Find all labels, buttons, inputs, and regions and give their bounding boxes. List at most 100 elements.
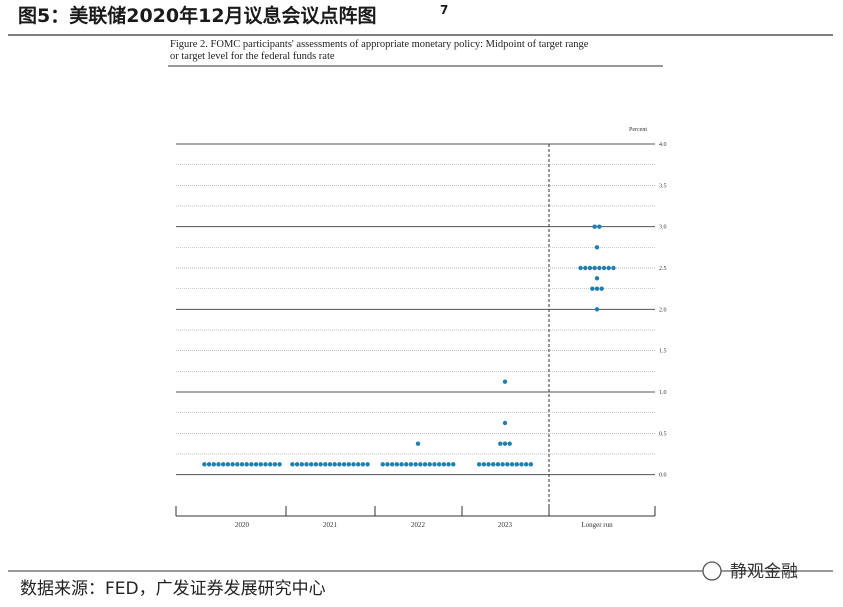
- dot: [225, 462, 231, 467]
- y-tick-label: 1.0: [659, 390, 667, 396]
- dot: [309, 462, 314, 467]
- dot: [451, 462, 456, 467]
- dot: [360, 462, 366, 467]
- figure-title: 图5：美联储2020年12月议息会议点阵图: [18, 4, 377, 27]
- caption: or target level for the federal funds ra…: [170, 51, 335, 62]
- dot: [341, 462, 347, 467]
- dot: [404, 462, 409, 467]
- dot: [263, 462, 268, 467]
- dot: [432, 462, 437, 467]
- dot: [206, 462, 212, 467]
- caption: Figure 2. FOMC participants' assessments…: [170, 39, 589, 50]
- dot: [351, 462, 356, 467]
- footnote-mark: 7: [440, 3, 448, 17]
- dot: [502, 379, 508, 384]
- dot: [590, 286, 595, 291]
- y-tick-label: 3.5: [659, 183, 667, 189]
- dot: [415, 441, 421, 446]
- dot: [249, 462, 254, 467]
- dot: [578, 265, 583, 271]
- dot: [258, 462, 263, 467]
- dot: [380, 462, 385, 467]
- dot: [394, 462, 400, 467]
- watermark: 静观金融: [730, 562, 798, 582]
- dot: [253, 462, 259, 467]
- dot: [365, 462, 370, 467]
- dot: [356, 462, 361, 467]
- dot: [313, 462, 319, 467]
- dot: [528, 462, 534, 467]
- x-tick-label: 2021: [323, 521, 338, 529]
- dot: [230, 462, 235, 467]
- y-tick-label: 2.5: [659, 266, 667, 272]
- dot: [202, 462, 207, 467]
- dot: [436, 462, 442, 467]
- dot: [476, 462, 482, 467]
- dot: [592, 265, 597, 271]
- dot: [592, 224, 597, 229]
- dot: [597, 224, 602, 229]
- dot: [408, 462, 414, 467]
- dot: [427, 462, 432, 467]
- dot: [299, 462, 304, 467]
- y-tick-label: 2.0: [659, 307, 667, 313]
- x-tick-label: Longer run: [581, 521, 613, 529]
- dot: [481, 462, 487, 467]
- wechat-icon: [702, 561, 722, 581]
- dot: [594, 276, 600, 281]
- dot: [594, 286, 600, 291]
- dot: [606, 265, 611, 271]
- dot: [418, 462, 423, 467]
- dot: [505, 462, 510, 467]
- dot: [413, 462, 418, 467]
- y-tick-label: 4.0: [659, 142, 667, 148]
- dot: [327, 462, 333, 467]
- x-tick-label: 2022: [411, 521, 426, 529]
- dot: [239, 462, 245, 467]
- dot: [599, 286, 604, 291]
- dot: [235, 462, 240, 467]
- dot: [337, 462, 342, 467]
- y-tick-label: 3.0: [659, 225, 667, 231]
- y-tick-label: 0.0: [659, 473, 667, 479]
- dot: [594, 307, 600, 312]
- dot: [502, 441, 508, 446]
- dot: [422, 462, 428, 467]
- dot: [611, 265, 616, 271]
- dot: [294, 462, 300, 467]
- dot: [389, 462, 395, 467]
- dot: [318, 462, 323, 467]
- dot: [594, 245, 600, 250]
- dot: [509, 462, 515, 467]
- dot: [346, 462, 351, 467]
- dot: [244, 462, 249, 467]
- y-axis-label: Percent: [629, 127, 647, 133]
- dot: [272, 462, 278, 467]
- dot: [498, 441, 503, 446]
- dot: [491, 462, 496, 467]
- dot: [290, 462, 295, 467]
- x-tick-label: 2020: [235, 521, 250, 529]
- dot: [500, 462, 505, 467]
- y-tick-label: 0.5: [659, 431, 667, 437]
- dot: [507, 441, 512, 446]
- dot: [221, 462, 226, 467]
- dot: [268, 462, 273, 467]
- dot: [216, 462, 221, 467]
- dot: [277, 462, 282, 467]
- dot: [587, 265, 593, 271]
- dot: [523, 462, 529, 467]
- dot: [583, 265, 588, 271]
- dot: [601, 265, 607, 271]
- source: 数据来源：FED，广发证券发展研究中心: [20, 579, 326, 599]
- dot: [211, 462, 216, 467]
- dot: [304, 462, 309, 467]
- dot: [441, 462, 447, 467]
- dot: [502, 420, 508, 426]
- dot: [495, 462, 501, 467]
- dot: [519, 462, 524, 467]
- dot: [332, 462, 337, 467]
- dot: [385, 462, 390, 467]
- dot: [323, 462, 328, 467]
